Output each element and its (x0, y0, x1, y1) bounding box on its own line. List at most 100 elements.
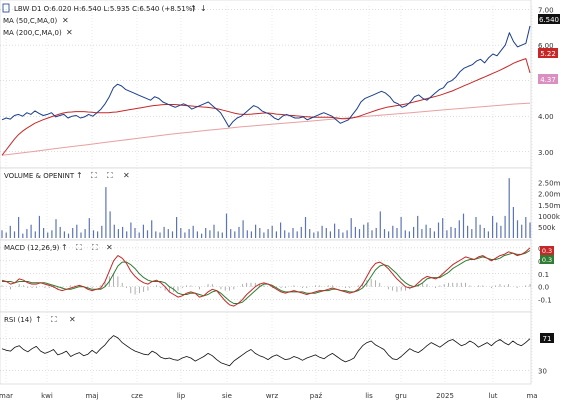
volume-bar (101, 225, 103, 238)
volume-bar (292, 228, 294, 238)
volume-bar (26, 229, 28, 238)
volume-bar (117, 229, 119, 238)
volume-bar (130, 222, 132, 238)
volume-bar (213, 224, 215, 238)
close-icon[interactable]: ✕ (66, 28, 73, 37)
volume-bar (18, 217, 20, 238)
volume-bar (205, 228, 207, 238)
macd-signal-line (2, 250, 531, 304)
close-icon[interactable]: ✕ (123, 171, 130, 180)
volume-bar (259, 228, 261, 238)
volume-bar (334, 223, 336, 238)
volume-bar (280, 222, 282, 238)
volume-bar (171, 231, 174, 238)
close-icon[interactable]: ✕ (62, 16, 69, 25)
close-icon[interactable]: ✕ (69, 315, 76, 324)
symbol-line: LBW D1 O:6.020 H:6.540 L:5.935 C:6.540 (… (14, 5, 195, 13)
volume-bar (184, 232, 186, 238)
macd-header: MACD (12,26,9) ↑ ⛶ ⛶ ✕ (4, 243, 113, 252)
volume-bar (167, 229, 169, 238)
ma50-badge: 5.22 (540, 50, 556, 58)
volume-bar (379, 211, 381, 238)
volume-bar (176, 217, 178, 238)
collapse-icon[interactable]: ⛶ (91, 243, 98, 252)
y-axis-ticks: 7.006.005.004.003.002.50m2.00m1.50m1000k… (538, 7, 561, 376)
macd-badge-b-bg (540, 255, 554, 264)
volume-bar (275, 231, 277, 238)
collapse-icon[interactable]: ⛶ (106, 171, 113, 180)
arrow-up-icon[interactable]: ↑ (35, 315, 42, 324)
macd-line (1, 247, 531, 307)
rsi-badge-bg (540, 333, 554, 343)
volume-bar (325, 228, 327, 238)
volume-y-tick-label: 2.00m (538, 191, 561, 199)
volume-bar (508, 178, 510, 238)
rsi-pane (0, 311, 532, 385)
expand-icon[interactable]: ⛶ (90, 171, 97, 180)
volume-bar (446, 230, 448, 239)
volume-bar (180, 228, 182, 238)
volume-bar (250, 231, 252, 238)
price-header: LBW D1 O:6.020 H:6.540 L:5.935 C:6.540 (… (2, 3, 207, 37)
expand-icon[interactable]: ⛶ (50, 315, 57, 324)
volume-bar (201, 233, 203, 238)
price-y-tick-label: 4.00 (538, 113, 554, 121)
volume-bar (300, 226, 302, 238)
rsi-lines (1, 335, 531, 367)
volume-bar (296, 231, 298, 238)
arrow-up-icon[interactable]: ↑ (76, 171, 83, 180)
volume-bar (417, 215, 419, 238)
expand-icon[interactable]: ⛶ (75, 243, 82, 252)
rsi-label: RSI (14) (4, 316, 32, 324)
volume-bar (317, 231, 319, 238)
volume-bar (383, 229, 386, 238)
arrow-up-icon[interactable]: ↑ (190, 4, 197, 13)
volume-bar (421, 229, 423, 238)
volume-bar (38, 215, 40, 238)
ma200-badge-bg (538, 74, 558, 84)
price-y-tick-label: 6.00 (538, 42, 554, 50)
volume-bar (512, 207, 514, 238)
volume-bar (413, 226, 415, 238)
macd-y-tick-label: 0.0 (538, 284, 549, 292)
x-tick-label: wrz (266, 392, 279, 400)
volume-bar (521, 224, 523, 238)
volume-bar (367, 222, 369, 238)
volume-bar (238, 226, 240, 238)
volume-bar (9, 225, 11, 238)
macd-badge-a: 0.3 (542, 247, 552, 255)
volume-bar (471, 229, 473, 238)
ma200-line (1, 102, 531, 156)
volume-bar (504, 215, 506, 238)
ma200-legend: MA (200,C,MA,0) (3, 29, 62, 37)
volume-bar (30, 224, 32, 238)
volume-label: VOLUME & OPENINT (4, 172, 75, 180)
volume-bar (375, 228, 377, 238)
volume-bar (350, 218, 352, 238)
volume-bar (47, 232, 49, 238)
macd-y-tick-label: -0.1 (538, 297, 552, 305)
x-tick-label: maj (85, 392, 98, 400)
volume-bar (462, 213, 465, 238)
volume-bar (126, 231, 128, 238)
close-icon[interactable]: ✕ (106, 243, 113, 252)
volume-bar (329, 231, 331, 238)
volume-y-tick-label: 2.50m (538, 180, 561, 188)
x-tick-label: kwi (41, 392, 53, 400)
price-lines (1, 25, 531, 156)
arrow-up-icon[interactable]: ↑ (61, 243, 68, 252)
volume-bar (155, 231, 157, 238)
volume-bar (84, 229, 86, 238)
arrow-down-icon[interactable]: ↓ (200, 4, 207, 13)
volume-bar (433, 231, 435, 238)
volume-bar (425, 224, 427, 238)
volume-bar (475, 217, 477, 238)
macd-badge-a-bg (540, 246, 554, 255)
volume-bar (358, 229, 361, 238)
volume-bar (146, 230, 149, 239)
volume-bar (59, 226, 61, 238)
rsi-header: RSI (14) ↑ ⛶ ✕ (4, 315, 76, 324)
volume-bar (159, 232, 161, 238)
